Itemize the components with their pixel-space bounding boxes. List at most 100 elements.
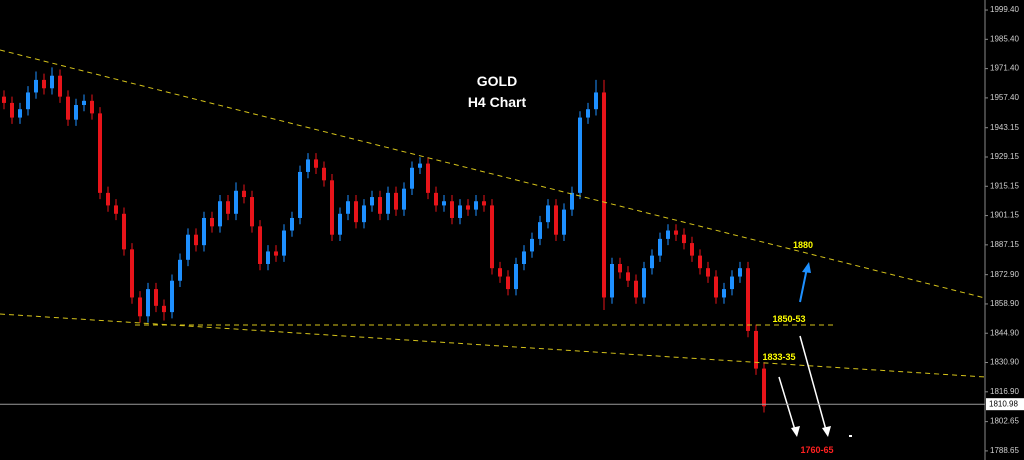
candle-body — [138, 297, 142, 317]
y-tick-label: 1929.15 — [990, 152, 1019, 161]
down-arrow — [778, 376, 796, 431]
candle-body — [434, 192, 438, 206]
candle-body — [258, 226, 262, 264]
candle-body — [458, 205, 462, 218]
candle-body — [674, 230, 678, 235]
y-tick-label: 1844.90 — [990, 328, 1019, 337]
candle-body — [34, 79, 38, 93]
candle-body — [738, 268, 742, 277]
candle-body — [210, 217, 214, 227]
y-tick-label: 1872.90 — [990, 270, 1019, 279]
candle-body — [154, 289, 158, 306]
y-tick-label: 1985.40 — [990, 34, 1019, 43]
candle-body — [226, 201, 230, 214]
candle-body — [714, 276, 718, 298]
y-tick-label: 1830.90 — [990, 358, 1019, 367]
candle-body — [162, 305, 166, 313]
candle-body — [98, 113, 102, 193]
candle-body — [2, 96, 6, 103]
candle-body — [90, 100, 94, 114]
candle-body — [722, 289, 726, 298]
candle-body — [754, 330, 758, 369]
arrow-head — [791, 426, 800, 437]
candle-body — [106, 192, 110, 206]
candle-body — [266, 251, 270, 264]
candle-body — [50, 75, 54, 89]
candle-body — [578, 117, 582, 193]
candle-body — [202, 217, 206, 246]
candle-body — [274, 251, 278, 256]
candle-body — [74, 105, 78, 120]
candle-body — [658, 238, 662, 256]
candle-body — [282, 230, 286, 256]
candle-body — [570, 192, 574, 210]
arrows — [778, 262, 852, 437]
candle-body — [402, 188, 406, 210]
y-tick-label: 1816.90 — [990, 387, 1019, 396]
candle-body — [362, 205, 366, 223]
candle-body — [522, 251, 526, 264]
y-tick-label: 1971.40 — [990, 64, 1019, 73]
candle-body — [242, 190, 246, 198]
candle-body — [82, 100, 86, 106]
candle-body — [666, 230, 670, 239]
candle-body — [746, 268, 750, 331]
candle-body — [178, 259, 182, 281]
candle-body — [762, 368, 766, 407]
candle-body — [386, 192, 390, 214]
candle-body — [146, 289, 150, 317]
candle-body — [498, 268, 502, 277]
y-tick-label: 1802.65 — [990, 417, 1019, 426]
candle-body — [194, 234, 198, 246]
down-arrow — [799, 335, 827, 431]
candle-body — [626, 272, 630, 281]
candle-body — [18, 109, 22, 118]
up-arrow — [799, 267, 808, 303]
candle-body — [562, 209, 566, 235]
candle-body — [634, 280, 638, 298]
candle-body — [554, 205, 558, 235]
candle-body — [114, 205, 118, 214]
candle-body — [610, 263, 614, 298]
chart-subtitle: H4 Chart — [468, 94, 527, 110]
y-tick-label: 1943.15 — [990, 123, 1019, 132]
candle-body — [290, 217, 294, 231]
arrow-head — [822, 426, 831, 437]
candle-body — [66, 96, 70, 120]
candle-body — [26, 92, 30, 110]
current-price-box — [986, 398, 1024, 411]
candle-body — [58, 75, 62, 97]
candles — [2, 67, 766, 413]
candle-body — [706, 268, 710, 277]
candle-body — [234, 190, 238, 214]
candle-body — [354, 201, 358, 223]
candle-body — [338, 213, 342, 235]
candle-body — [122, 213, 126, 250]
candle-body — [418, 163, 422, 168]
y-tick-label: 1957.40 — [990, 93, 1019, 102]
candle-body — [426, 163, 430, 193]
target-label: 1880 — [793, 240, 813, 250]
candle-body — [650, 255, 654, 269]
candle-body — [490, 205, 494, 269]
candle-body — [346, 201, 350, 214]
y-tick-label: 1858.90 — [990, 299, 1019, 308]
candle-body — [690, 243, 694, 256]
resistance-trendline — [0, 49, 986, 299]
y-tick-label: 1887.15 — [990, 240, 1019, 249]
y-tick-label: 1999.40 — [990, 5, 1019, 14]
candle-body — [618, 263, 622, 273]
candle-body — [682, 234, 686, 244]
candle-body — [322, 167, 326, 181]
y-tick-label: 1788.65 — [990, 446, 1019, 455]
candle-body — [306, 159, 310, 172]
y-tick-label: 1915.15 — [990, 181, 1019, 190]
arrow-head — [802, 262, 811, 273]
price-axis-labels: 1999.40 1985.40 1971.40 1957.40 1943.15 1929.… — [985, 5, 1019, 455]
candle-body — [130, 249, 134, 298]
current-price-label: 1810.98 — [989, 399, 1018, 408]
candle-body — [730, 276, 734, 290]
level-label: 1833-35 — [762, 352, 795, 362]
